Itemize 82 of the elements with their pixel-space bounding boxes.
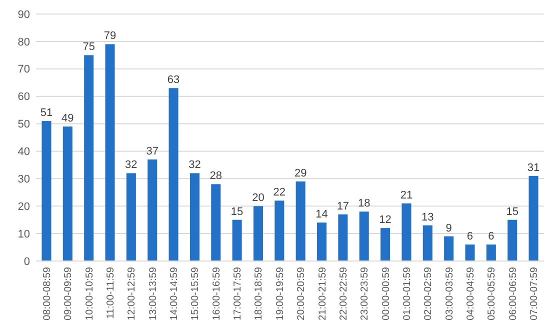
x-tick-label: 10:00-10:59 [84,266,96,320]
data-label: 15 [230,206,244,218]
bar [444,236,454,261]
data-label: 63 [167,74,180,86]
x-tick-label: 07:00-07:59 [529,266,540,320]
data-label: 32 [188,159,201,172]
x-tick-label: 22:00-22:59 [338,266,350,320]
y-tick-label: 30 [18,174,30,186]
bar [190,173,200,261]
x-tick-label: 21:00-21:59 [317,266,328,320]
bar [274,200,284,261]
data-label: 75 [82,41,95,54]
x-tick-label: 00:00-00:59 [380,266,392,320]
data-label: 6 [488,230,494,243]
bar [486,244,496,261]
y-tick-label: 60 [18,91,30,104]
bar [508,220,518,261]
y-tick-label: 70 [18,64,30,76]
data-label: 79 [104,30,116,42]
x-tick-label: 13:00-13:59 [148,266,159,320]
bar [211,184,221,261]
bar [338,214,348,261]
x-tick-label: 03:00-03:59 [444,266,456,320]
y-tick-label: 20 [18,200,30,213]
data-label: 31 [527,162,540,174]
x-tick-label: 01:00-01:59 [402,266,413,320]
x-tick-label: 09:00-09:59 [63,266,74,320]
y-tick-label: 80 [18,36,30,48]
x-tick-label: 12:00-12:59 [126,266,138,320]
data-label: 18 [358,198,370,210]
x-tick-label: 23:00-23:59 [360,266,371,320]
x-tick-label: 20:00-20:59 [296,266,308,320]
bar [42,121,52,261]
bar [380,228,390,261]
y-tick-label: 40 [18,146,30,158]
bar [422,225,432,261]
bar [105,44,115,261]
data-label: 6 [466,230,474,243]
data-label: 22 [273,186,286,199]
x-tick-label: 16:00-16:59 [211,266,222,320]
bar [84,55,94,261]
bar [232,220,242,261]
bar [296,181,306,261]
bar [62,126,72,261]
bar [148,159,158,261]
x-tick-label: 17:00-17:59 [232,266,244,320]
y-tick-label: 10 [18,228,30,240]
x-tick-label: 11:00-11:59 [106,266,117,319]
bar [402,203,412,261]
data-label: 51 [40,107,53,120]
data-label: 21 [400,189,413,202]
data-label: 29 [294,167,307,180]
x-tick-label: 15:00-15:59 [190,266,202,320]
x-tick-label: 08:00-08:59 [42,266,53,320]
data-label: 37 [146,145,158,158]
y-tick-label: 0 [24,256,30,268]
x-tick-label: 18:00-18:59 [254,266,265,320]
bar [359,212,369,261]
bar [528,176,538,261]
bar [168,88,178,261]
bar [126,173,136,261]
data-label: 17 [336,200,350,212]
y-tick-label: 90 [18,8,30,21]
data-label: 49 [62,112,74,125]
data-label: 32 [125,159,138,172]
x-tick-label: 19:00-19:59 [274,266,286,320]
bar [465,244,475,261]
x-tick-label: 02:00-02:59 [423,266,434,320]
x-tick-label: 06:00-06:59 [508,266,519,320]
x-tick-label: 04:00-04:59 [465,266,476,320]
data-label: 14 [316,208,328,221]
data-label: 20 [252,192,264,204]
data-label: 28 [210,170,222,182]
bar [317,222,327,261]
x-tick-label: 05:00-05:59 [486,266,498,320]
x-tick-label: 14:00-14:59 [169,266,180,320]
data-label: 15 [506,206,518,218]
y-tick-label: 50 [18,118,30,131]
data-label: 12 [379,214,392,226]
data-label: 13 [422,211,434,224]
bar [253,206,263,261]
data-label: 9 [446,222,452,234]
